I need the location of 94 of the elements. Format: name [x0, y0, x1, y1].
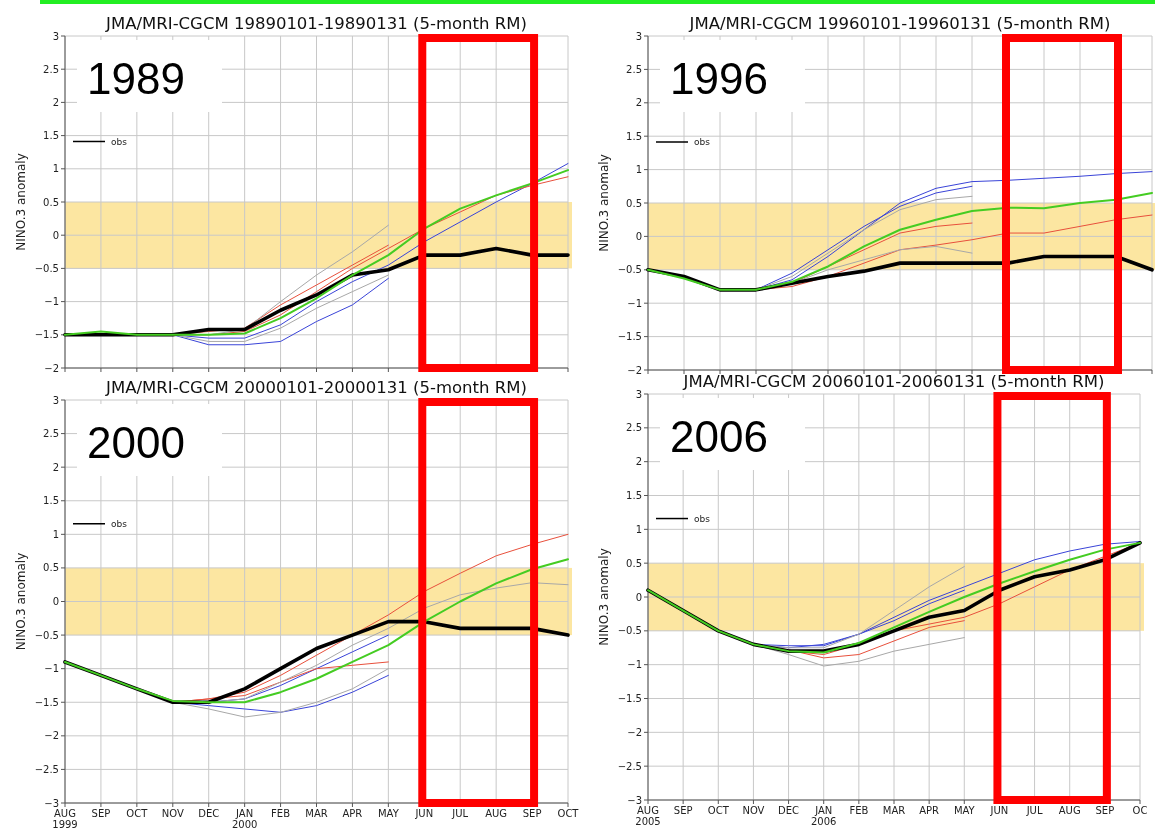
- y-tick-label: 1: [52, 163, 59, 175]
- y-tick-label: 0: [52, 596, 59, 607]
- y-tick-label: 2.5: [626, 422, 642, 434]
- x-tick-label: JAN 2006: [810, 805, 837, 827]
- chart-title: JMA/MRI-CGCM 20000101-20000131 (5-month RM): [105, 378, 527, 397]
- annotation: 1996: [670, 54, 768, 103]
- y-tick-label: 0: [52, 229, 59, 241]
- y-tick-label: −1.5: [34, 696, 59, 708]
- y-tick-label: −2.5: [617, 760, 642, 772]
- x-tick-label: MAR: [882, 805, 906, 816]
- annotation: 2000: [87, 418, 185, 467]
- y-axis-title: NINO.3 anomaly: [14, 552, 28, 651]
- x-tick-label: OCT: [126, 808, 149, 819]
- chart-title: JMA/MRI-CGCM 19890101-19890131 (5-month RM): [105, 14, 527, 33]
- y-tick-label: 2.5: [43, 428, 59, 440]
- chart-title: JMA/MRI-CGCM 20060101-20060131 (5-month RM): [682, 372, 1105, 391]
- annotation: 1989: [87, 54, 185, 103]
- y-tick-label: 2.5: [626, 63, 642, 75]
- y-tick-label: 3: [635, 30, 642, 42]
- x-tick-label: APR: [919, 805, 940, 816]
- y-tick-label: 2.5: [43, 63, 59, 75]
- legend-label: obs: [694, 137, 711, 148]
- x-tick-label: APR: [342, 808, 363, 819]
- y-tick-label: −2: [627, 726, 642, 738]
- y-tick-label: 3: [635, 388, 642, 400]
- y-tick-label: 1.5: [626, 490, 642, 501]
- x-tick-label: AUG 1999: [52, 808, 78, 828]
- y-tick-label: −2.5: [34, 763, 59, 775]
- y-tick-label: −1.5: [34, 329, 59, 341]
- y-tick-label: −3: [627, 794, 642, 806]
- x-tick-label: SEP: [91, 808, 111, 819]
- y-tick-label: 0: [635, 591, 642, 603]
- x-tick-label: FEB: [849, 805, 869, 816]
- x-tick-label: SEP: [522, 808, 542, 819]
- x-tick-label: AUG 2005: [635, 805, 661, 827]
- x-tick-label: DEC: [198, 808, 220, 819]
- y-tick-label: 3: [52, 30, 59, 42]
- x-tick-label: MAY: [377, 808, 400, 819]
- x-tick-label: OCT: [707, 805, 730, 816]
- x-tick-label: JUL: [451, 808, 469, 819]
- y-tick-label: 0.5: [43, 562, 59, 574]
- y-tick-label: −0.5: [617, 625, 642, 637]
- y-tick-label: −0.5: [34, 629, 59, 641]
- y-tick-label: −2: [627, 364, 642, 376]
- y-axis-title: NINO.3 anomaly: [597, 154, 611, 252]
- chart-title: JMA/MRI-CGCM 19960101-19960131 (5-month RM): [688, 14, 1111, 33]
- y-tick-label: −1: [44, 663, 59, 675]
- legend-label: obs: [111, 518, 128, 529]
- y-tick-label: 1.5: [43, 130, 59, 142]
- x-tick-label: NOV: [742, 805, 765, 816]
- legend-label: obs: [694, 513, 711, 524]
- y-tick-label: 0.5: [626, 557, 642, 569]
- x-tick-label: MAY: [953, 805, 976, 816]
- y-tick-label: −0.5: [617, 264, 642, 276]
- y-tick-label: −1.5: [617, 331, 642, 343]
- y-tick-label: 1: [635, 164, 642, 176]
- y-tick-label: 1: [52, 528, 59, 540]
- x-tick-label: DEC: [778, 805, 800, 816]
- x-tick-label: AUG: [1058, 805, 1081, 816]
- annotation: 2006: [670, 412, 768, 461]
- y-axis-title: NINO.3 anomaly: [597, 548, 611, 646]
- x-tick-label: JUL: [1025, 805, 1043, 816]
- x-tick-label: JAN 2000: [231, 808, 258, 828]
- y-tick-label: −2: [44, 362, 59, 374]
- x-tick-label: FEB: [271, 808, 291, 819]
- y-tick-label: 2: [52, 461, 59, 473]
- y-tick-label: 1.5: [43, 495, 59, 507]
- y-tick-label: −2: [44, 730, 59, 742]
- x-tick-label: JUN: [414, 808, 434, 819]
- y-tick-label: 0.5: [43, 196, 59, 208]
- y-tick-label: 1.5: [626, 130, 642, 142]
- y-tick-label: 1: [635, 523, 642, 535]
- y-axis-title: NINO.3 anomaly: [14, 153, 28, 251]
- y-tick-label: −1: [627, 659, 642, 671]
- x-tick-label: MAR: [305, 808, 328, 819]
- y-tick-label: 0: [635, 230, 642, 242]
- y-tick-label: −1: [627, 297, 642, 309]
- y-tick-label: 2: [635, 456, 642, 468]
- y-tick-label: −1: [44, 296, 59, 308]
- y-tick-label: 0.5: [626, 197, 642, 209]
- y-tick-label: 2: [635, 97, 642, 109]
- y-tick-label: −3: [44, 797, 59, 809]
- x-tick-label: NOV: [161, 808, 184, 819]
- x-tick-label: AUG: [485, 808, 508, 819]
- x-tick-label: JUN: [989, 805, 1009, 816]
- x-tick-label: SEP: [673, 805, 693, 816]
- legend-label: obs: [111, 136, 128, 147]
- y-tick-label: 2: [52, 96, 59, 108]
- x-tick-label: OC: [1132, 805, 1148, 816]
- y-tick-label: 3: [52, 394, 59, 406]
- y-tick-label: −0.5: [34, 262, 59, 274]
- x-tick-label: OCT: [557, 808, 580, 819]
- y-tick-label: −1.5: [617, 693, 642, 704]
- x-tick-label: SEP: [1095, 805, 1115, 816]
